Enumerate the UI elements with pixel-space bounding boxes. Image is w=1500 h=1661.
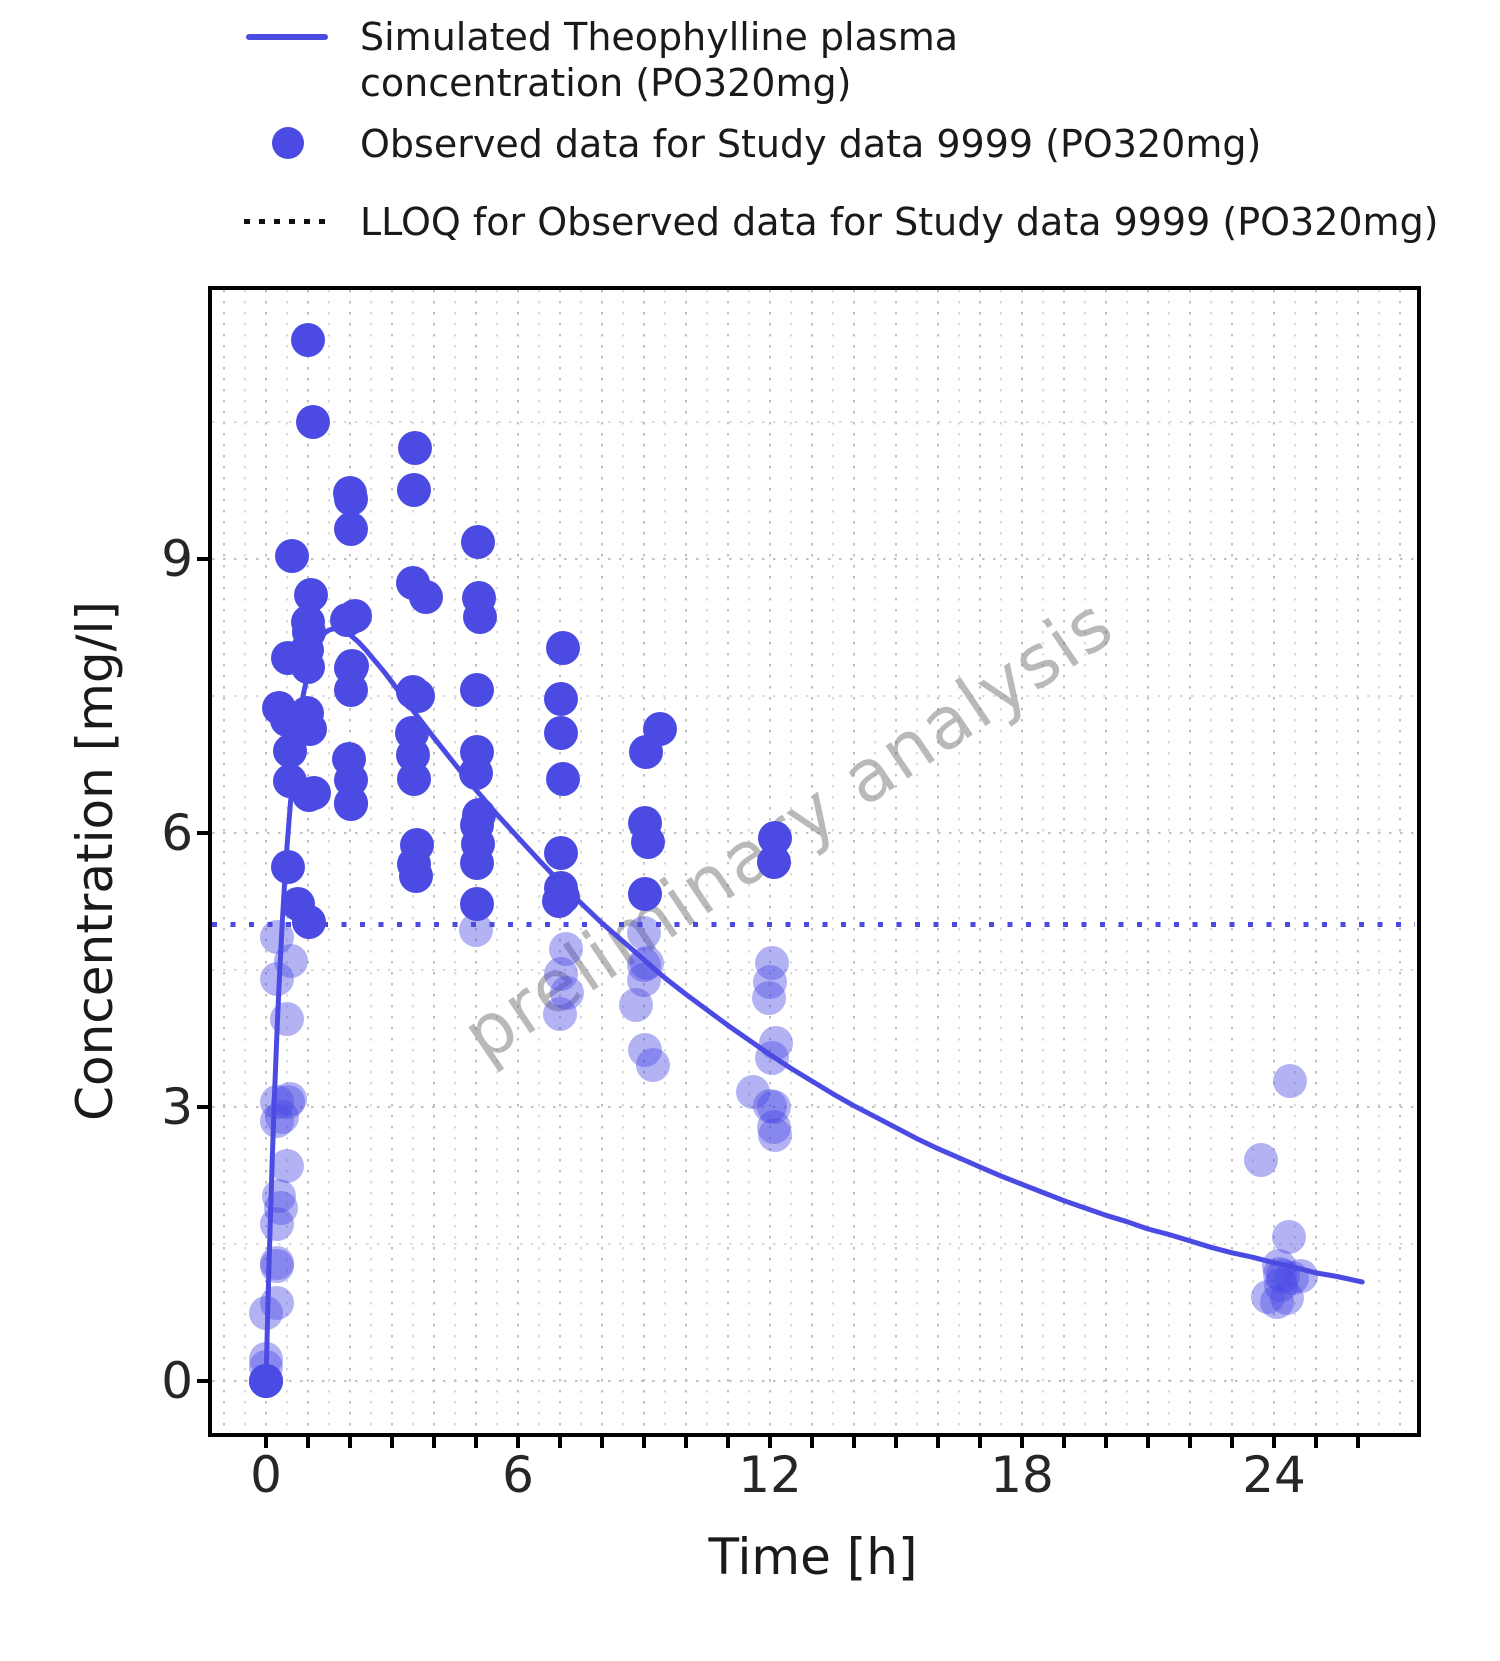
x-axis-title: Time [h] [708, 1528, 918, 1586]
observed-point [333, 511, 368, 546]
x-tick-label: 6 [502, 1446, 534, 1504]
x-axis-tick [1272, 1437, 1276, 1448]
x-axis-tick [432, 1437, 436, 1448]
x-axis-tick [1104, 1437, 1108, 1448]
x-axis-tick [348, 1437, 352, 1448]
observed-point [398, 431, 433, 466]
observed-point [291, 322, 325, 357]
observed-point [461, 581, 496, 616]
y-axis-tick [197, 1378, 208, 1383]
gridline-horizontal [212, 420, 1415, 423]
observed-point [275, 539, 310, 574]
x-axis-tick [1020, 1437, 1024, 1448]
simulated-line-icon [246, 34, 328, 40]
y-tick-label: 9 [161, 529, 193, 588]
plot-panel-border [208, 286, 1421, 1437]
x-tick-label: 12 [738, 1446, 802, 1504]
x-axis-tick [810, 1437, 814, 1448]
gridline-vertical [1399, 290, 1401, 1431]
x-tick-label: 0 [250, 1446, 282, 1504]
y-axis-title: Concentration [mg/l] [66, 601, 124, 1121]
observed-point [396, 473, 431, 508]
observed-point [461, 525, 496, 560]
x-axis-tick [264, 1437, 268, 1448]
gridline-vertical [244, 290, 246, 1431]
x-axis-tick [1188, 1437, 1192, 1448]
x-axis-tick [768, 1437, 772, 1448]
x-axis-tick [852, 1437, 856, 1448]
x-axis-tick [642, 1437, 646, 1448]
gridline-vertical [1378, 290, 1380, 1431]
y-axis-tick [197, 556, 208, 561]
x-axis-tick [684, 1437, 688, 1448]
y-tick-label: 0 [161, 1351, 193, 1410]
y-tick-label: 6 [161, 803, 193, 862]
lloq-dotted-line-icon [244, 219, 334, 224]
x-axis-tick [1230, 1437, 1234, 1448]
x-axis-tick [726, 1437, 730, 1448]
x-axis-tick [474, 1437, 478, 1448]
observed-point [293, 578, 328, 613]
legend-label-simulated: Simulated Theophylline plasma concentrat… [360, 15, 958, 105]
x-axis-tick [516, 1437, 520, 1448]
gridline-horizontal [212, 557, 1415, 560]
x-axis-tick [1146, 1437, 1150, 1448]
x-axis-tick [390, 1437, 394, 1448]
x-axis-tick [1314, 1437, 1318, 1448]
x-axis-tick [306, 1437, 310, 1448]
observed-point-icon [272, 127, 304, 159]
x-tick-label: 18 [990, 1446, 1054, 1504]
observed-point [396, 565, 430, 600]
x-tick-label: 24 [1242, 1446, 1306, 1504]
x-axis-tick [1356, 1437, 1360, 1448]
gridline-vertical [223, 290, 225, 1431]
observed-point [296, 404, 331, 439]
x-axis-tick [894, 1437, 898, 1448]
observed-point [333, 476, 367, 511]
legend-label-observed: Observed data for Study data 9999 (PO320… [360, 122, 1262, 166]
x-axis-tick [1062, 1437, 1066, 1448]
y-axis-tick [197, 1104, 208, 1109]
x-axis-tick [978, 1437, 982, 1448]
x-axis-tick [600, 1437, 604, 1448]
y-axis-tick [197, 830, 208, 835]
legend-label-lloq: LLOQ for Observed data for Study data 99… [360, 200, 1439, 244]
y-tick-label: 3 [161, 1077, 193, 1136]
x-axis-tick [558, 1437, 562, 1448]
x-axis-tick [936, 1437, 940, 1448]
